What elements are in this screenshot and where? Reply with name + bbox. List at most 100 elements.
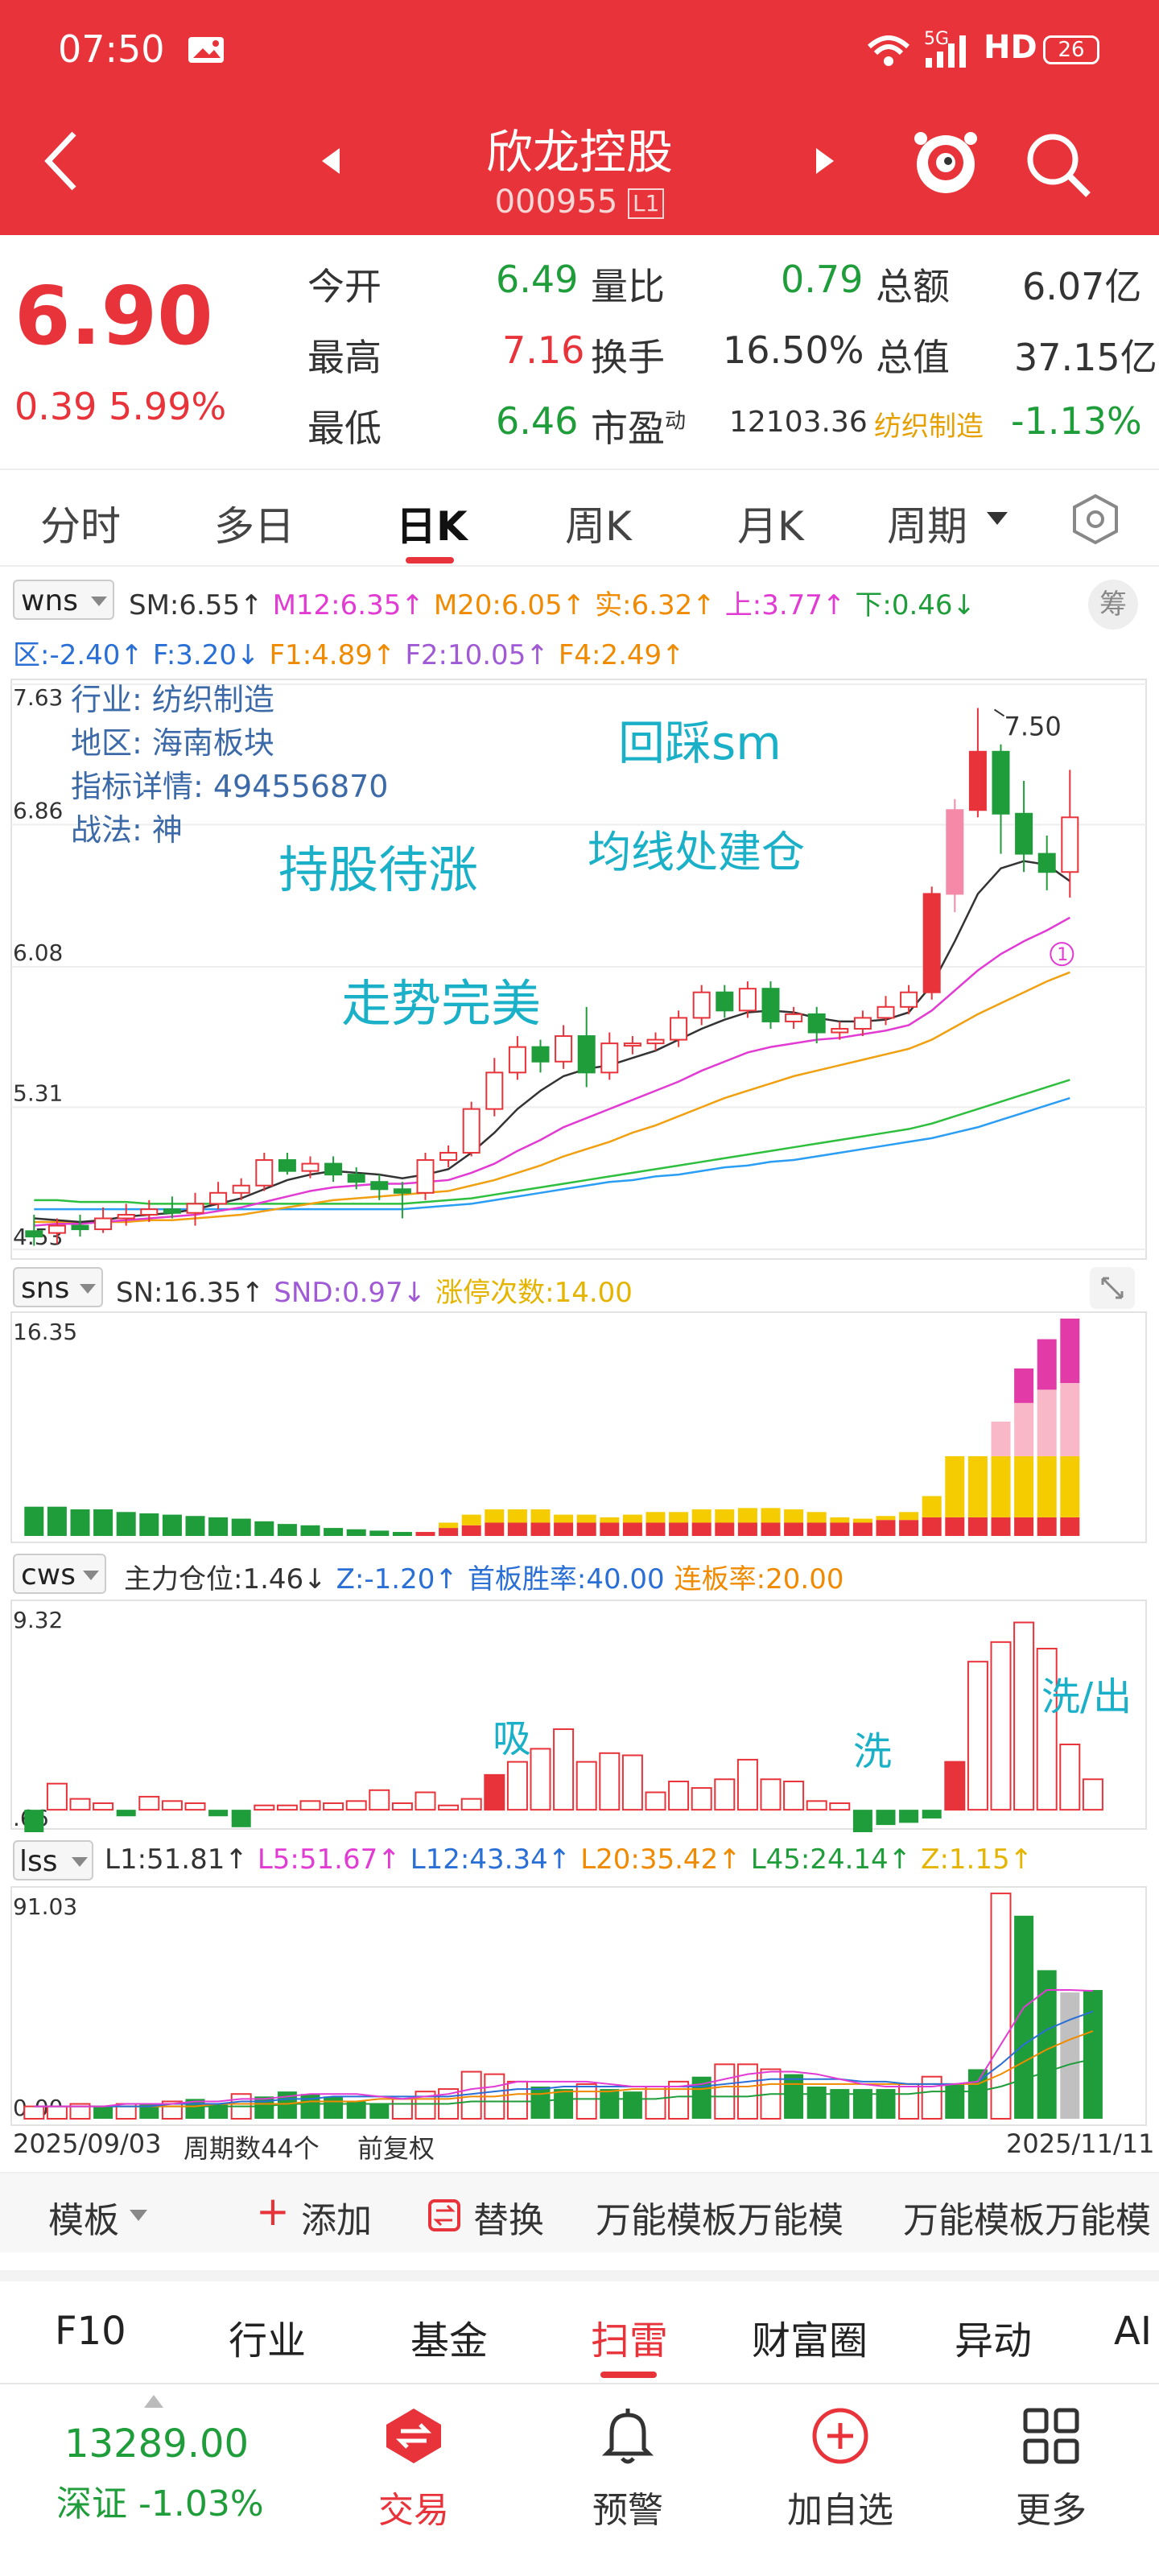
price-change-pct: 5.99% xyxy=(109,385,227,428)
add-template-button[interactable]: 添加 xyxy=(301,2200,372,2241)
tab-period[interactable]: 周期 xyxy=(887,503,967,550)
tab-active-indicator xyxy=(406,557,454,564)
trade-icon[interactable] xyxy=(382,2405,446,2467)
network-type: 5G xyxy=(924,29,950,49)
high-label: 最高 xyxy=(307,336,382,379)
cws-bar-positive xyxy=(599,1752,621,1811)
tab-f10[interactable]: F10 xyxy=(55,2309,126,2354)
sns-bar-yellow xyxy=(507,1509,527,1523)
indicator-selector-cws[interactable]: cws xyxy=(13,1554,106,1594)
alert-label[interactable]: 预警 xyxy=(592,2490,663,2531)
tab-fund[interactable]: 基金 xyxy=(410,2318,489,2363)
indicator-selector-lss[interactable]: lss xyxy=(13,1840,93,1880)
main1-value-1: M12:6.35↑ xyxy=(272,589,424,621)
mascot-icon[interactable] xyxy=(909,126,982,198)
sector-label[interactable]: 纺织制造 xyxy=(874,411,984,443)
lss-value-2: L12:43.34↑ xyxy=(410,1843,571,1876)
sns-bar-red xyxy=(439,1528,459,1536)
index-value[interactable]: 13289.00 xyxy=(64,2421,250,2467)
main-indicator-values-2: 区:-2.40↑ F:3.20↓ F1:4.89↑ F2:10.05↑ F4:2.49↑ xyxy=(13,633,695,672)
main1-value-2: M20:6.05↑ xyxy=(433,589,586,621)
tab-risk-scan[interactable]: 扫雷 xyxy=(591,2318,669,2363)
cws-bar-positive xyxy=(299,1800,321,1811)
tab-industry[interactable]: 行业 xyxy=(229,2318,307,2363)
tab-weekly-k[interactable]: 周K xyxy=(565,503,632,550)
main1-value-4: 上:3.77↑ xyxy=(724,589,846,621)
amount-value: 6.07亿 xyxy=(1022,265,1142,308)
sns-bar-yellow xyxy=(669,1512,689,1523)
candle-body xyxy=(347,1174,365,1183)
candle-body xyxy=(900,991,918,1008)
indicator-selector-wns[interactable]: wns xyxy=(13,580,114,620)
info-detail: 指标详情: 494556870 xyxy=(71,769,389,804)
tab-multi-day[interactable]: 多日 xyxy=(214,503,295,550)
search-icon[interactable] xyxy=(1022,129,1095,201)
add-watch-label[interactable]: 加自选 xyxy=(787,2490,893,2531)
cws-bar-positive xyxy=(691,1787,712,1811)
cws-bar-positive xyxy=(1082,1778,1103,1811)
price-change: 0.39 xyxy=(14,385,97,428)
lss-bar-green xyxy=(254,2096,274,2119)
lss-bar-gray xyxy=(1060,1992,1080,2119)
indicator-selector-sns[interactable]: sns xyxy=(13,1267,103,1307)
next-stock-icon[interactable] xyxy=(813,147,837,175)
expand-icon[interactable] xyxy=(1088,1265,1136,1311)
cws-bar-positive xyxy=(138,1795,160,1811)
lss-bar-green xyxy=(530,2087,551,2119)
cws-bar-positive xyxy=(1059,1743,1081,1811)
main2-value-0: 区:-2.40↑ xyxy=(13,639,143,671)
candle-body xyxy=(186,1203,204,1214)
grid-more-icon[interactable] xyxy=(1021,2405,1082,2467)
sns-value-1: SND:0.97↓ xyxy=(274,1277,427,1309)
cws-bar-positive xyxy=(93,1802,114,1811)
candle-body xyxy=(831,1027,849,1034)
sns-bar-red xyxy=(530,1522,551,1536)
template-item-1[interactable]: 万能模板万能模 xyxy=(596,2200,843,2241)
lss-bar-green xyxy=(93,2106,113,2119)
sns-bar-pink xyxy=(1014,1402,1034,1456)
sns-bar-green xyxy=(208,1517,229,1536)
candle-body xyxy=(255,1159,274,1187)
info-region: 地区: 海南板块 xyxy=(71,725,274,761)
sns-bar-red xyxy=(1014,1517,1034,1536)
pe-value: 12103.36 xyxy=(729,406,868,439)
tab-monthly-k[interactable]: 月K xyxy=(737,503,804,550)
tab-unusual[interactable]: 异动 xyxy=(955,2318,1033,2363)
chip-distribution-button[interactable]: 筹 xyxy=(1088,580,1138,630)
tab-daily-k[interactable]: 日K xyxy=(396,503,468,550)
sns-bar-yellow xyxy=(485,1509,505,1523)
lss-bar-green xyxy=(346,2101,366,2119)
tab-ai[interactable]: AI xyxy=(1114,2309,1152,2354)
index-name[interactable]: 深证 -1.03% xyxy=(56,2483,264,2524)
template-dropdown[interactable]: 模板 xyxy=(48,2200,119,2241)
replace-template-button[interactable]: 替换 xyxy=(473,2200,544,2241)
sns-bar-yellow xyxy=(945,1455,965,1517)
hd-indicator: HD xyxy=(984,29,1037,66)
back-icon[interactable] xyxy=(42,129,82,193)
add-watch-icon[interactable] xyxy=(808,2404,872,2468)
trade-label[interactable]: 交易 xyxy=(378,2490,449,2531)
bell-icon[interactable] xyxy=(596,2404,660,2468)
info-industry: 行业: 纺织制造 xyxy=(71,682,274,717)
tab-intraday[interactable]: 分时 xyxy=(40,503,121,550)
candle-body xyxy=(439,1151,458,1162)
sns-bar-red xyxy=(576,1522,596,1536)
sns-bar-yellow xyxy=(439,1522,459,1529)
annotation-perfect-trend: 走势完美 xyxy=(341,974,542,1033)
cws-bar-positive xyxy=(553,1728,575,1811)
settings-hexagon-icon[interactable] xyxy=(1069,493,1122,546)
sns-bar-green xyxy=(162,1514,182,1536)
template-item-2[interactable]: 万能模板万能模 xyxy=(903,2200,1151,2241)
more-label[interactable]: 更多 xyxy=(1016,2490,1087,2531)
candle-body xyxy=(646,1038,665,1045)
sns-bar-yellow xyxy=(600,1517,620,1523)
tab-wealth-circle[interactable]: 财富圈 xyxy=(752,2318,868,2363)
sns-bar-red xyxy=(461,1525,481,1536)
cws-bar-positive xyxy=(438,1804,460,1811)
prev-stock-icon[interactable] xyxy=(319,147,343,175)
candle-body xyxy=(946,809,964,895)
lss-bar-green xyxy=(208,2103,229,2119)
k-line-chart[interactable]: 7.636.866.085.314.537.501 xyxy=(0,671,1159,1267)
lss-bar-red xyxy=(46,2105,68,2120)
sns-bar-yellow xyxy=(852,1518,872,1523)
